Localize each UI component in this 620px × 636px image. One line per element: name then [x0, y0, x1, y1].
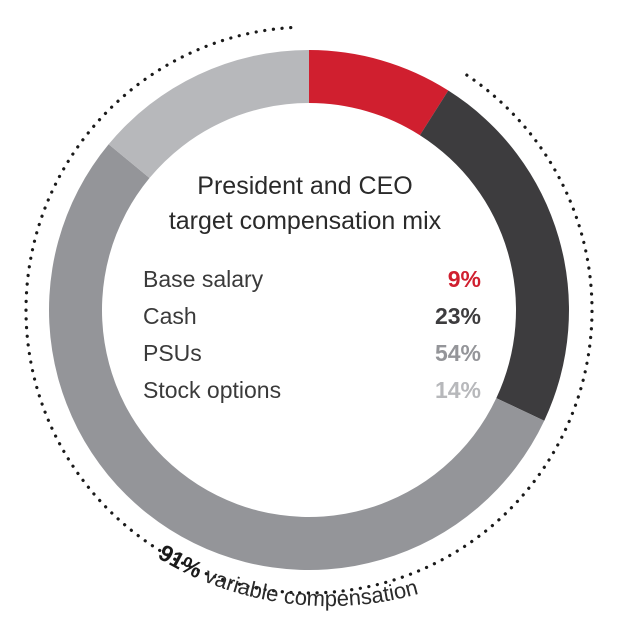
chart-title-line-2: target compensation mix: [168, 207, 442, 235]
slice-stock-options: [108, 50, 309, 179]
legend-value: 54%: [434, 340, 481, 366]
variable-compensation-dotted-arc: [24, 25, 594, 595]
legend-label: Base salary: [143, 266, 264, 292]
legend-row-psus: PSUs 54%: [143, 336, 481, 370]
donut-slices: [48, 50, 569, 571]
legend-label: PSUs: [143, 340, 202, 366]
legend-label: Cash: [143, 303, 197, 329]
legend-label: Stock options: [143, 377, 282, 403]
slice-psus: [48, 144, 545, 571]
legend-row-cash: Cash 23%: [143, 299, 481, 333]
chart-title-line-1: President and CEO: [197, 172, 413, 200]
legend-row-stock-options: Stock options 14%: [143, 373, 481, 407]
slice-cash: [419, 90, 569, 421]
legend-row-base-salary: Base salary 9%: [143, 262, 481, 296]
legend-value: 14%: [434, 377, 481, 403]
legend-value: 23%: [434, 303, 481, 329]
slice-base-salary: [309, 50, 449, 136]
legend-value: 9%: [447, 266, 481, 292]
